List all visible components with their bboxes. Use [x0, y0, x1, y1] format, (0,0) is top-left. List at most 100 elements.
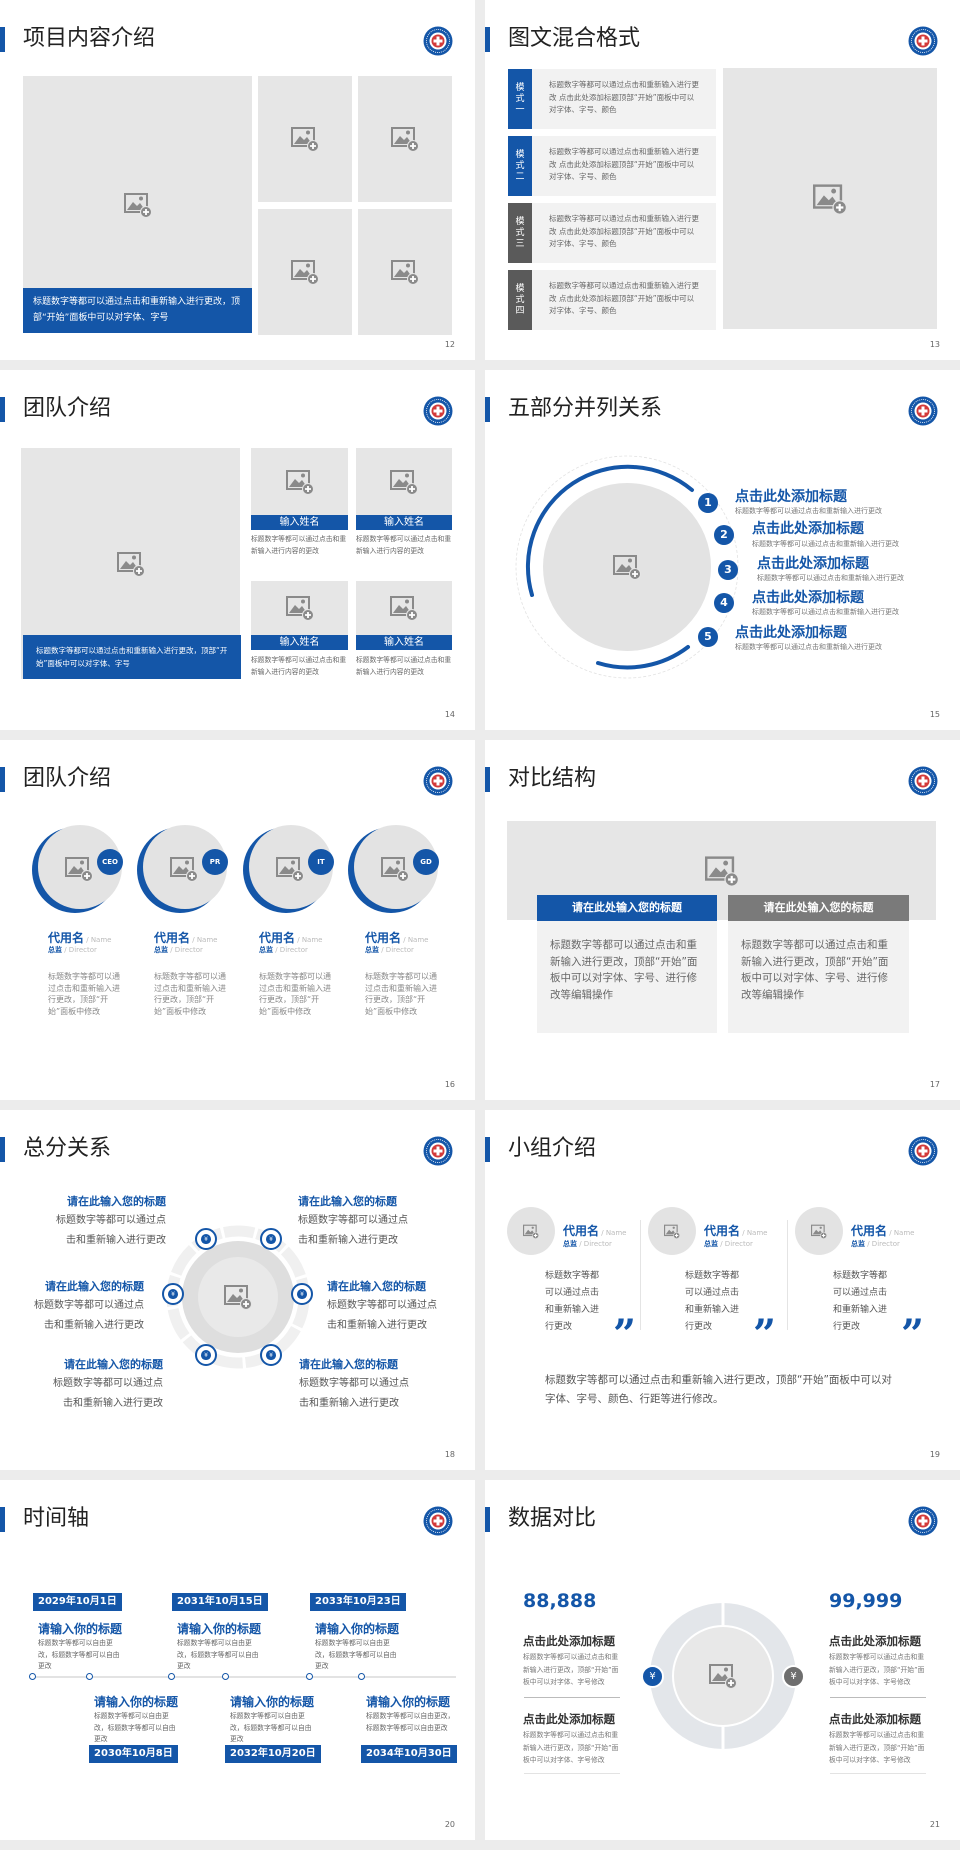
role-badge: GD [413, 849, 439, 875]
event-title[interactable]: 请输入你的标题 [38, 1622, 123, 1636]
slide-title: 团队介绍 [23, 766, 112, 791]
image-placeholder[interactable] [723, 68, 937, 329]
slide-21[interactable]: 数据对比 ¥ ¥ 88,888 点击此处添加标题 标题数字等都可以通过点击和重新… [485, 1480, 960, 1840]
item-title[interactable]: 请在此输入您的标题 [45, 1280, 144, 1293]
event-date: 2031年10月15日 [172, 1593, 268, 1611]
member-role: 总监 / Director [259, 946, 308, 954]
mode-text: 标题数字等都可以通过点击和重新输入进行更改 点击此处添加标题顶部“开始”面板中可… [532, 270, 716, 330]
event-title[interactable]: 请输入你的标题 [366, 1695, 451, 1709]
item-number: 3 [718, 560, 738, 580]
title-accent-bar [485, 27, 490, 52]
circle-diagram [515, 455, 739, 679]
image-add-icon [813, 183, 847, 215]
item-desc: 标题数字等都可以通过点击和重新输入进行更改 [299, 1378, 409, 1409]
image-add-icon [276, 856, 304, 882]
block-title[interactable]: 点击此处添加标题 [523, 1712, 615, 1726]
item-title[interactable]: 点击此处添加标题 [752, 521, 864, 537]
member-name: 代用名 / Name [704, 1224, 768, 1238]
image-add-icon [391, 126, 419, 152]
title-accent-bar [485, 1507, 490, 1532]
item-title[interactable]: 请在此输入您的标题 [64, 1358, 163, 1371]
slide-title: 项目内容介绍 [23, 26, 156, 51]
block-desc: 标题数字等都可以通过点击和重新输入进行更改，顶部“开始”面板中可以对字体、字号修… [523, 1731, 619, 1764]
member-desc: 标题数字等都可以通过点击和重新输入进行更改，顶部“开始”面板中修改 [154, 972, 226, 1016]
image-add-icon [381, 856, 409, 882]
block-desc: 标题数字等都可以通过点击和重新输入进行更改，顶部“开始”面板中可以对字体、字号修… [829, 1653, 925, 1686]
outer-dashed-ring [515, 455, 739, 679]
event-title[interactable]: 请输入你的标题 [315, 1622, 400, 1636]
image-placeholder[interactable] [251, 581, 348, 635]
title-accent-bar [485, 1137, 490, 1162]
item-desc: 标题数字等都可以通过点击和重新输入进行更改 [735, 643, 882, 651]
slide-13[interactable]: 图文混合格式 模式一 标题数字等都可以通过点击和重新输入进行更改 点击此处添加标… [485, 0, 960, 360]
slide-19[interactable]: 小组介绍 代用名 / Name 总监 / Director 标题数字等都可以通过… [485, 1110, 960, 1470]
slide-title: 总分关系 [23, 1136, 112, 1161]
slide-title: 时间轴 [23, 1506, 90, 1531]
avatar[interactable] [795, 1207, 843, 1255]
image-placeholder[interactable] [358, 76, 452, 202]
event-title[interactable]: 请输入你的标题 [94, 1695, 179, 1709]
title-accent-bar [0, 27, 5, 52]
event-desc: 标题数字等都可以自由更改，标题数字等都可以自由更改 [38, 1639, 120, 1670]
slide-20[interactable]: 时间轴 2029年10月1日 请输入你的标题 标题数字等都可以自由更改，标题数字… [0, 1480, 475, 1840]
item-title[interactable]: 点击此处添加标题 [735, 625, 847, 641]
block-desc: 标题数字等都可以通过点击和重新输入进行更改，顶部“开始”面板中可以对字体、字号修… [829, 1731, 925, 1764]
image-placeholder[interactable] [356, 448, 452, 515]
stat-value: 99,999 [829, 1590, 903, 1612]
slide-12[interactable]: 项目内容介绍 标题数字等都可以通过点击和重新输入进行更改，顶部“开始”面板中可以… [0, 0, 475, 360]
item-title[interactable]: 请在此输入您的标题 [299, 1358, 398, 1371]
logo-icon [423, 1136, 453, 1166]
event-date: 2030年10月8日 [89, 1745, 178, 1763]
member-name: 输入姓名 [251, 635, 348, 650]
slide-title: 图文混合格式 [508, 26, 641, 51]
event-title[interactable]: 请输入你的标题 [230, 1695, 315, 1709]
image-add-icon [170, 856, 198, 882]
member-role: 总监 / Director [704, 1240, 753, 1248]
item-title[interactable]: 点击此处添加标题 [735, 489, 847, 505]
image-placeholder[interactable] [251, 448, 348, 515]
avatar[interactable] [648, 1207, 696, 1255]
member-name: 输入姓名 [251, 515, 348, 530]
item-number: 2 [714, 525, 734, 545]
item-title[interactable]: 点击此处添加标题 [752, 590, 864, 606]
image-placeholder[interactable] [258, 209, 352, 335]
item-title[interactable]: 请在此输入您的标题 [327, 1280, 426, 1293]
image-add-icon [613, 554, 641, 580]
slide-15[interactable]: 五部分并列关系 1 点击此处添加标题 标题数字等都可以通过点击和重新输入进行更改… [485, 370, 960, 730]
column-text: 标题数字等都可以通过点击和重新输入进行更改，顶部“开始”面板中可以对字体、字号、… [537, 921, 717, 1033]
item-number: 5 [698, 627, 718, 647]
block-title[interactable]: 点击此处添加标题 [829, 1634, 921, 1648]
member-desc: 标题数字等都可以通过点击和重新输入进行更改，顶部“开始”面板中修改 [48, 972, 120, 1016]
mode-text: 标题数字等都可以通过点击和重新输入进行更改 点击此处添加标题顶部“开始”面板中可… [532, 136, 716, 196]
image-add-icon [704, 855, 739, 887]
mode-label: 模式一 [508, 69, 532, 129]
member-role: 总监 / Director [48, 946, 97, 954]
member-desc: 标题数字等都可以通过点击和重新输入进行更改，顶部“开始”面板中修改 [259, 972, 331, 1016]
slide-16[interactable]: 团队介绍 CEO PR IT GD 代用名 / Name 总监 / Direct… [0, 740, 475, 1100]
item-title[interactable]: 请在此输入您的标题 [67, 1195, 166, 1208]
timeline-node [29, 1673, 36, 1680]
event-title[interactable]: 请输入你的标题 [177, 1622, 262, 1636]
event-date: 2034年10月30日 [361, 1745, 457, 1763]
member-desc: 标题数字等都可以通过点击和重新输入进行内容的更改 [356, 656, 452, 676]
image-add-icon [709, 1663, 737, 1689]
slide-14[interactable]: 团队介绍 标题数字等都可以通过点击和重新输入进行更改，顶部“开始”面板中可以对字… [0, 370, 475, 730]
slide-18[interactable]: 总分关系 ¥ ¥ ¥ ¥ ¥ ¥ 请在此输入您的标题 标题数字等都可以通过点 击和… [0, 1110, 475, 1470]
slide-17[interactable]: 对比结构 请在此处输入您的标题 标题数字等都可以通过点击和重新输入进行更改，顶部… [485, 740, 960, 1100]
image-add-icon [291, 126, 319, 152]
slide-title: 对比结构 [508, 766, 597, 791]
image-placeholder[interactable] [356, 581, 452, 635]
item-title[interactable]: 请在此输入您的标题 [298, 1195, 397, 1208]
avatar[interactable] [507, 1207, 555, 1255]
member-desc: 标题数字等都可以通过点击和重新输入进行更改，顶部“开始”面板中修改 [365, 972, 437, 1016]
member-role: 总监 / Director [154, 946, 203, 954]
block-title[interactable]: 点击此处添加标题 [523, 1634, 615, 1648]
block-title[interactable]: 点击此处添加标题 [829, 1712, 921, 1726]
image-placeholder[interactable] [258, 76, 352, 202]
member-role: 总监 / Director [851, 1240, 900, 1248]
image-placeholder[interactable] [358, 209, 452, 335]
item-title[interactable]: 点击此处添加标题 [757, 556, 869, 572]
caption: 标题数字等都可以通过点击和重新输入进行更改，顶部“开始”面板中可以对字体、字号 [23, 288, 252, 333]
mode-label: 模式二 [508, 136, 532, 196]
money-bag-icon: ¥ [195, 1228, 217, 1250]
